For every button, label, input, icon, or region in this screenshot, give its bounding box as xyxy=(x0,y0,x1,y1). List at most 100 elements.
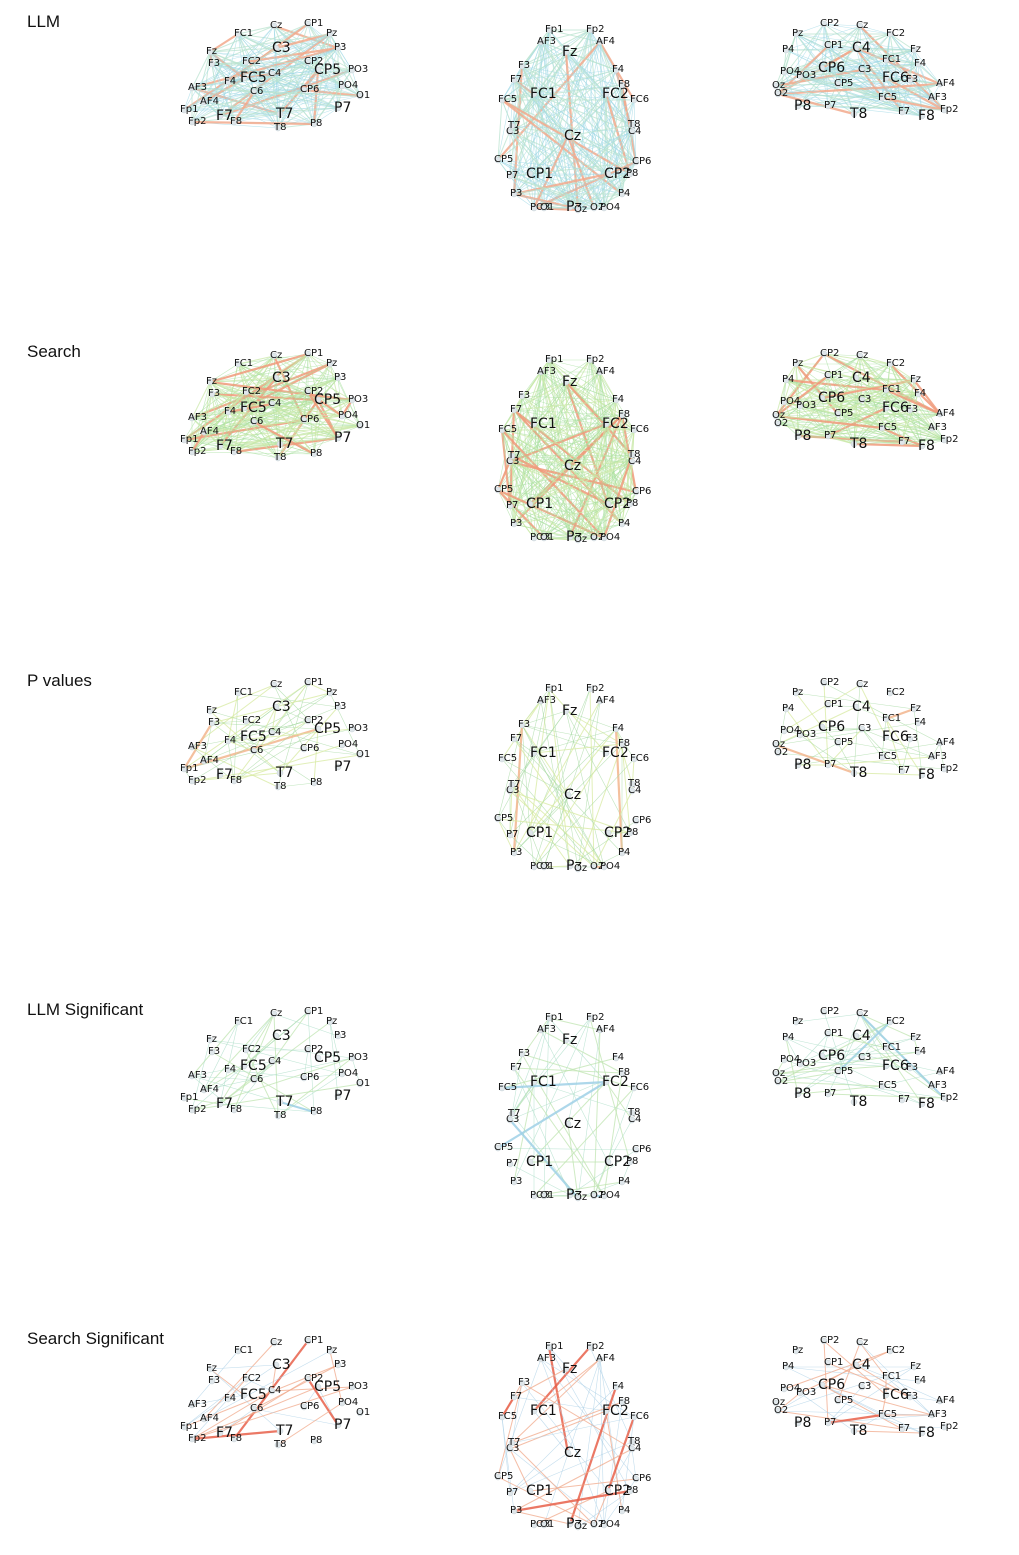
edge xyxy=(351,399,361,427)
edge xyxy=(521,724,623,745)
edge xyxy=(253,421,279,459)
electrode-label-fp2: Fp2 xyxy=(940,1421,958,1432)
electrode-label-cz: Cz xyxy=(856,679,868,690)
edge xyxy=(511,784,571,867)
edge xyxy=(337,377,343,417)
electrode-node-p4 xyxy=(782,1034,790,1042)
electrode-label-f8: F8 xyxy=(918,1096,935,1112)
electrode-label-cz: Cz xyxy=(856,350,868,361)
electrode-node-af3 xyxy=(537,368,545,376)
edge xyxy=(191,445,221,453)
edge xyxy=(279,85,343,115)
electrode-node-cp6 xyxy=(632,488,640,496)
edge xyxy=(533,423,635,431)
electrode-label-o2: O2 xyxy=(590,532,604,543)
edge xyxy=(615,728,633,785)
edge xyxy=(837,83,933,99)
electrode-label-c3: C3 xyxy=(858,1052,871,1063)
electrode-label-fp2: Fp2 xyxy=(940,434,958,445)
electrode-node-fz xyxy=(910,1363,918,1371)
electrode-label-p8: P8 xyxy=(794,98,811,114)
electrode-node-t8 xyxy=(850,1098,858,1106)
electrode-label-o1: O1 xyxy=(540,532,554,543)
edge xyxy=(509,461,631,505)
electrode-label-o2: O2 xyxy=(774,1076,788,1087)
edge xyxy=(785,25,861,51)
electrode-label-cp1: CP1 xyxy=(824,699,843,710)
electrode-node-pz xyxy=(566,203,574,211)
electrode-node-c4 xyxy=(628,1116,636,1124)
electrode-label-f3: F3 xyxy=(518,719,530,730)
electrode-label-cp2: CP2 xyxy=(604,825,631,841)
electrode-node-p7 xyxy=(506,1160,514,1168)
edge xyxy=(271,73,305,91)
electrode-node-cp5 xyxy=(834,1068,842,1076)
edge xyxy=(855,47,933,99)
electrode-label-cp1: CP1 xyxy=(824,40,843,51)
electrode-node-p8 xyxy=(626,170,634,178)
electrode-label-c3: C3 xyxy=(506,785,519,796)
edge xyxy=(337,85,343,109)
electrode-node-cp5 xyxy=(314,66,322,74)
edge xyxy=(511,429,635,457)
electrode-label-p3: P3 xyxy=(510,847,522,858)
electrode-node-po4 xyxy=(338,1399,346,1407)
edge xyxy=(821,397,887,409)
edge xyxy=(313,107,339,125)
edge xyxy=(777,399,863,425)
electrode-node-f4 xyxy=(612,1054,620,1062)
edge xyxy=(533,93,635,101)
electrode-label-p7: P7 xyxy=(506,1158,518,1169)
electrode-node-f7 xyxy=(898,108,906,116)
electrode-node-cp2 xyxy=(820,20,828,28)
edge xyxy=(209,381,339,439)
electrode-node-c3 xyxy=(506,1116,514,1124)
edge xyxy=(233,391,309,453)
electrode-label-fc1: FC1 xyxy=(530,745,557,761)
edge xyxy=(799,405,887,409)
electrode-label-p7: P7 xyxy=(334,1417,351,1433)
electrode-label-t7: T7 xyxy=(275,1094,293,1110)
edge xyxy=(233,113,281,123)
edge xyxy=(497,99,503,161)
electrode-label-p8: P8 xyxy=(310,118,322,129)
electrode-label-p3: P3 xyxy=(334,1359,346,1370)
edge xyxy=(797,83,941,107)
electrode-node-cp5 xyxy=(494,1144,502,1152)
edge xyxy=(827,363,891,377)
electrode-label-c4: C4 xyxy=(628,1443,641,1454)
electrode-node-f3 xyxy=(518,62,526,70)
edge xyxy=(827,427,883,437)
edge xyxy=(853,97,883,115)
electrode-label-oz: Oz xyxy=(772,1397,785,1408)
electrode-label-f7: F7 xyxy=(510,1062,522,1073)
edge xyxy=(203,431,235,453)
electrode-node-f8 xyxy=(230,448,238,456)
electrode-node-f7 xyxy=(898,767,906,775)
electrode-label-c3: C3 xyxy=(272,40,291,56)
electrode-node-fc2 xyxy=(886,1018,894,1026)
electrode-label-af3: AF3 xyxy=(188,82,207,93)
electrode-label-fc6: FC6 xyxy=(882,1058,909,1074)
edge xyxy=(233,436,339,454)
edge xyxy=(303,391,309,421)
electrode-node-pz xyxy=(566,1520,574,1528)
edge xyxy=(621,491,637,525)
edge xyxy=(209,381,247,393)
edge xyxy=(529,688,591,834)
electrode-node-af3 xyxy=(537,1026,545,1034)
electrode-node-pz xyxy=(566,1191,574,1199)
edge xyxy=(821,726,839,744)
edge xyxy=(307,391,353,401)
edge xyxy=(209,1368,245,1396)
electrode-label-p8: P8 xyxy=(626,827,638,838)
electrode-label-p7: P7 xyxy=(824,430,836,441)
edge xyxy=(797,379,915,437)
edge xyxy=(511,455,531,505)
electrode-node-af3 xyxy=(188,743,196,751)
edge xyxy=(569,454,633,538)
edge xyxy=(821,726,863,730)
electrode-label-f3: F3 xyxy=(208,1046,220,1057)
